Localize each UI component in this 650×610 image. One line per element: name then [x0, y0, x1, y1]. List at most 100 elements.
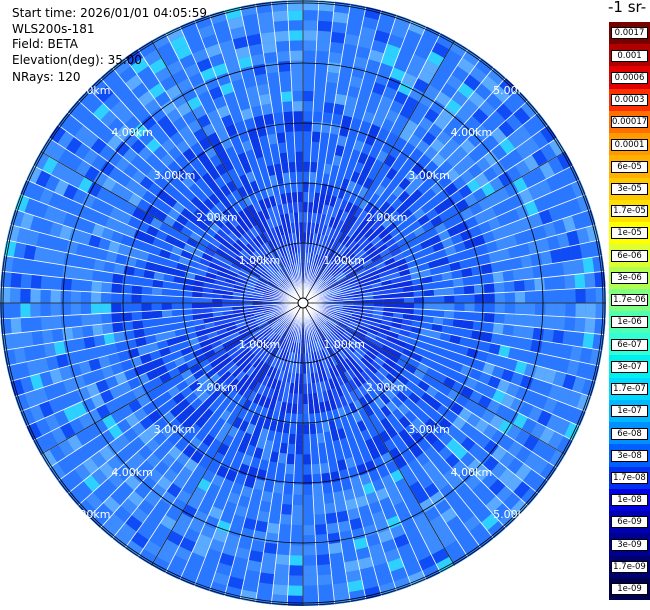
range-gate: [248, 341, 258, 351]
range-gate: [188, 423, 202, 437]
range-gate: [387, 242, 400, 253]
range-gate: [329, 41, 345, 54]
range-gate: [368, 123, 382, 137]
range-gate: [307, 332, 312, 343]
range-gate: [380, 417, 393, 431]
range-gate: [325, 322, 335, 331]
range-gate: [280, 91, 293, 103]
range-gate: [331, 21, 348, 34]
range-gate: [523, 363, 538, 378]
range-gate: [21, 331, 34, 348]
range-gate: [423, 404, 437, 418]
range-gate: [533, 224, 547, 241]
range-gate: [338, 362, 348, 373]
range-gate: [10, 272, 22, 289]
range-gate: [323, 336, 331, 347]
range-gate: [284, 412, 292, 424]
range-gate: [402, 195, 416, 209]
range-gate: [303, 454, 312, 465]
range-gate: [274, 379, 283, 391]
range-gate: [274, 324, 283, 334]
range-gate: [504, 357, 518, 372]
range-gate: [403, 297, 415, 303]
range-gate: [431, 424, 446, 439]
range-gate: [316, 351, 322, 362]
range-gate: [399, 486, 415, 501]
range-gate: [431, 167, 446, 182]
range-gate: [552, 370, 567, 388]
range-gate: [375, 487, 390, 502]
range-gate: [339, 222, 349, 234]
range-gate: [269, 92, 282, 104]
range-gate: [451, 130, 468, 146]
range-gate: [335, 219, 345, 232]
range-gate: [491, 144, 508, 161]
range-gate: [329, 552, 345, 565]
range-gate: [464, 303, 475, 312]
range-gate: [92, 269, 104, 282]
range-gate: [187, 552, 206, 568]
range-gate: [303, 141, 312, 152]
range-gate: [401, 72, 418, 88]
range-gate: [181, 504, 198, 519]
range-gate: [112, 530, 131, 549]
range-gate: [394, 477, 410, 492]
range-gate: [520, 337, 533, 352]
range-gate: [88, 510, 108, 529]
range-gate: [384, 43, 401, 58]
range-gate: [258, 572, 275, 585]
range-gate: [332, 294, 343, 299]
range-gate: [357, 504, 372, 518]
colorbar-label: 3e-07: [611, 360, 648, 373]
range-gate: [315, 50, 330, 62]
range-gate: [342, 146, 353, 159]
range-gate: [478, 488, 496, 506]
range-gate: [367, 425, 379, 438]
range-gate: [279, 315, 288, 324]
range-gate: [188, 380, 201, 392]
range-gate: [485, 352, 499, 366]
range-gate: [549, 342, 563, 358]
range-gate: [328, 263, 337, 273]
range-gate: [491, 389, 506, 404]
range-gate: [237, 495, 251, 508]
range-gate: [324, 226, 332, 237]
range-gate: [280, 503, 293, 515]
range-gate: [226, 347, 238, 357]
range-gate: [290, 321, 296, 332]
range-gate: [323, 431, 333, 443]
range-gate: [409, 219, 422, 232]
range-gate: [308, 192, 315, 203]
range-gate: [316, 267, 324, 277]
range-gate: [379, 274, 391, 283]
range-gate: [348, 341, 358, 351]
range-gate: [428, 397, 442, 412]
range-gate: [495, 186, 510, 203]
range-gate: [362, 482, 376, 496]
range-gate: [379, 393, 391, 406]
range-gate: [514, 429, 531, 447]
range-gate: [324, 369, 332, 380]
range-gate: [303, 10, 319, 21]
range-gate: [334, 326, 344, 335]
range-gate: [262, 326, 272, 335]
range-gate: [477, 196, 492, 212]
range-gate: [452, 277, 464, 288]
range-gate: [390, 567, 408, 582]
range-gate: [532, 327, 545, 341]
range-gate: [502, 324, 514, 337]
range-gate: [281, 493, 293, 505]
range-gate: [85, 492, 104, 511]
range-gate: [321, 310, 332, 316]
range-gate: [165, 563, 184, 580]
range-gate: [278, 349, 285, 360]
range-gate: [150, 483, 167, 500]
range-gate: [303, 474, 313, 485]
range-gate: [490, 429, 507, 446]
range-gate: [111, 303, 122, 314]
range-gate: [443, 310, 455, 319]
range-gate: [413, 368, 426, 381]
range-gate: [303, 545, 317, 556]
range-gate: [386, 76, 402, 91]
